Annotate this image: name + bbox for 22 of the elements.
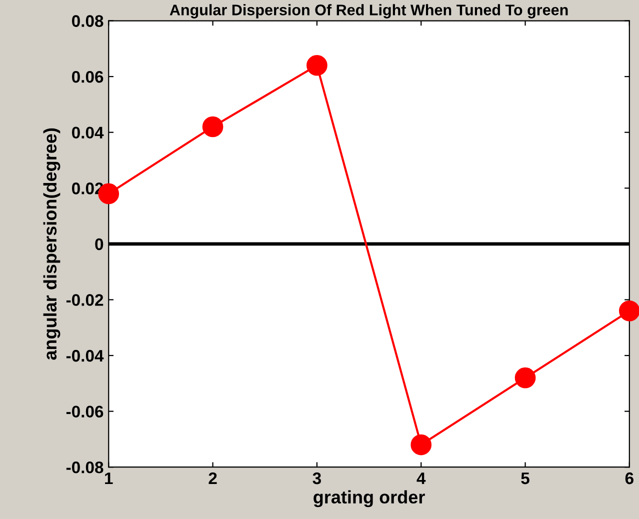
y-tick-label: -0.04	[66, 350, 104, 362]
y-tick-label: 0.04	[72, 126, 104, 139]
x-tick-label: 3	[312, 472, 321, 484]
x-tick-label: 5	[521, 472, 530, 484]
y-tick-label: 0.08	[72, 15, 104, 27]
y-tick-label: 0	[95, 238, 104, 250]
y-tick-label: -0.02	[66, 294, 104, 306]
x-axis-title: grating order	[314, 490, 425, 508]
point	[410, 434, 432, 456]
point	[619, 300, 639, 322]
x-tick-label: 1	[105, 472, 113, 484]
x-tick-label: 2	[208, 472, 217, 484]
y-tick-label: 0.06	[72, 70, 104, 83]
y-tick-label: -0.06	[66, 406, 104, 418]
y-tick-label: -0.08	[66, 462, 104, 474]
point	[514, 367, 536, 388]
x-tick-label: 4	[416, 472, 426, 484]
chart-title: Angular Dispersion Of Red Light When Tuned To green	[170, 4, 568, 18]
point	[306, 54, 328, 76]
y-axis-title: angular dispersion(degree)	[43, 128, 60, 360]
x-tick-label: 6	[625, 472, 634, 484]
point	[202, 116, 224, 138]
